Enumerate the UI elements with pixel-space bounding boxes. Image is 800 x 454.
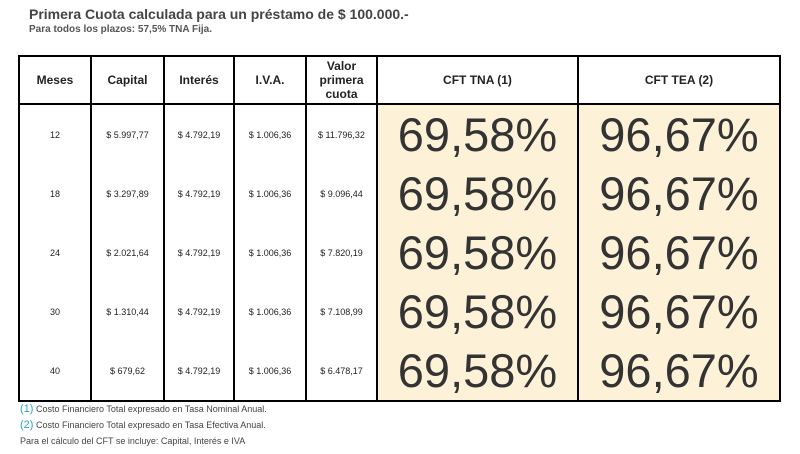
- table-row: 12 $ 5.997,77 $ 4.792,19 $ 1.006,36 $ 11.796…: [18, 104, 781, 164]
- loan-table: Meses Capital Interés I.V.A. Valor primera c…: [18, 55, 781, 402]
- table-cell: $ 9.096,44: [305, 164, 378, 223]
- note-text: Costo Financiero Total expresado en Tasa…: [35, 404, 267, 414]
- table-cell: $ 11.796,32: [305, 104, 378, 164]
- table-cell: $ 1.006,36: [233, 282, 307, 341]
- title: Primera Cuota calculada para un préstamo…: [29, 6, 409, 22]
- table-cell: $ 679,62: [90, 341, 165, 402]
- subtitle: Para todos los plazos: 57,5% TNA Fija.: [29, 24, 213, 35]
- table-cell: $ 4.792,19: [163, 341, 235, 402]
- column-header: CFT TEA (2): [577, 55, 781, 105]
- cft-cell: 96,67%: [577, 341, 781, 402]
- table-cell: 12: [18, 104, 92, 164]
- table-cell: $ 1.006,36: [233, 223, 307, 282]
- table-cell: $ 7.820,19: [305, 223, 378, 282]
- cft-cell: 96,67%: [577, 164, 781, 223]
- table-cell: 18: [18, 164, 92, 223]
- table-row: 40 $ 679,62 $ 4.792,19 $ 1.006,36 $ 6.478,17…: [18, 341, 781, 402]
- table-cell: $ 3.297,89: [90, 164, 165, 223]
- table-cell: 40: [18, 341, 92, 402]
- table-cell: 30: [18, 282, 92, 341]
- note-marker: (1): [20, 403, 34, 415]
- cft-cell: 69,58%: [376, 341, 579, 402]
- cft-cell: 96,67%: [577, 104, 781, 164]
- table-cell: $ 1.006,36: [233, 164, 307, 223]
- table-row: 24 $ 2.021,64 $ 4.792,19 $ 1.006,36 $ 7.820,…: [18, 223, 781, 282]
- table-cell: $ 4.792,19: [163, 164, 235, 223]
- column-header: Interés: [163, 55, 235, 105]
- cft-cell: 96,67%: [577, 282, 781, 341]
- table-cell: $ 1.006,36: [233, 341, 307, 402]
- table-cell: $ 2.021,64: [90, 223, 165, 282]
- table-body: 12 $ 5.997,77 $ 4.792,19 $ 1.006,36 $ 11.796…: [18, 104, 781, 402]
- table-cell: 24: [18, 223, 92, 282]
- note: (1) Costo Financiero Total expresado en …: [20, 402, 267, 418]
- cft-cell: 69,58%: [376, 104, 579, 164]
- table-row: 18 $ 3.297,89 $ 4.792,19 $ 1.006,36 $ 9.096,…: [18, 164, 781, 223]
- cft-cell: 96,67%: [577, 223, 781, 282]
- cft-cell: 69,58%: [376, 223, 579, 282]
- table-cell: $ 4.792,19: [163, 282, 235, 341]
- column-header: Capital: [90, 55, 165, 105]
- column-header: Meses: [18, 55, 92, 105]
- note-text: Costo Financiero Total expresado en Tasa…: [35, 420, 266, 430]
- column-header: I.V.A.: [233, 55, 307, 105]
- table-cell: $ 4.792,19: [163, 223, 235, 282]
- cft-cell: 69,58%: [376, 282, 579, 341]
- table-cell: $ 1.006,36: [233, 104, 307, 164]
- column-header: CFT TNA (1): [376, 55, 579, 105]
- footer-note: Para el cálculo del CFT se incluye: Capi…: [20, 436, 246, 446]
- table-cell: $ 4.792,19: [163, 104, 235, 164]
- table-cell: $ 7.108,99: [305, 282, 378, 341]
- note-marker: (2): [20, 419, 34, 431]
- table-cell: $ 1.310,44: [90, 282, 165, 341]
- header-row: Meses Capital Interés I.V.A. Valor primera c…: [18, 55, 781, 105]
- table-cell: $ 5.997,77: [90, 104, 165, 164]
- table-cell: $ 6.478,17: [305, 341, 378, 402]
- column-header: Valor primera cuota: [305, 55, 378, 105]
- note: (2) Costo Financiero Total expresado en …: [20, 418, 267, 434]
- table-row: 30 $ 1.310,44 $ 4.792,19 $ 1.006,36 $ 7.108,…: [18, 282, 781, 341]
- notes: (1) Costo Financiero Total expresado en …: [20, 402, 267, 450]
- cft-cell: 69,58%: [376, 164, 579, 223]
